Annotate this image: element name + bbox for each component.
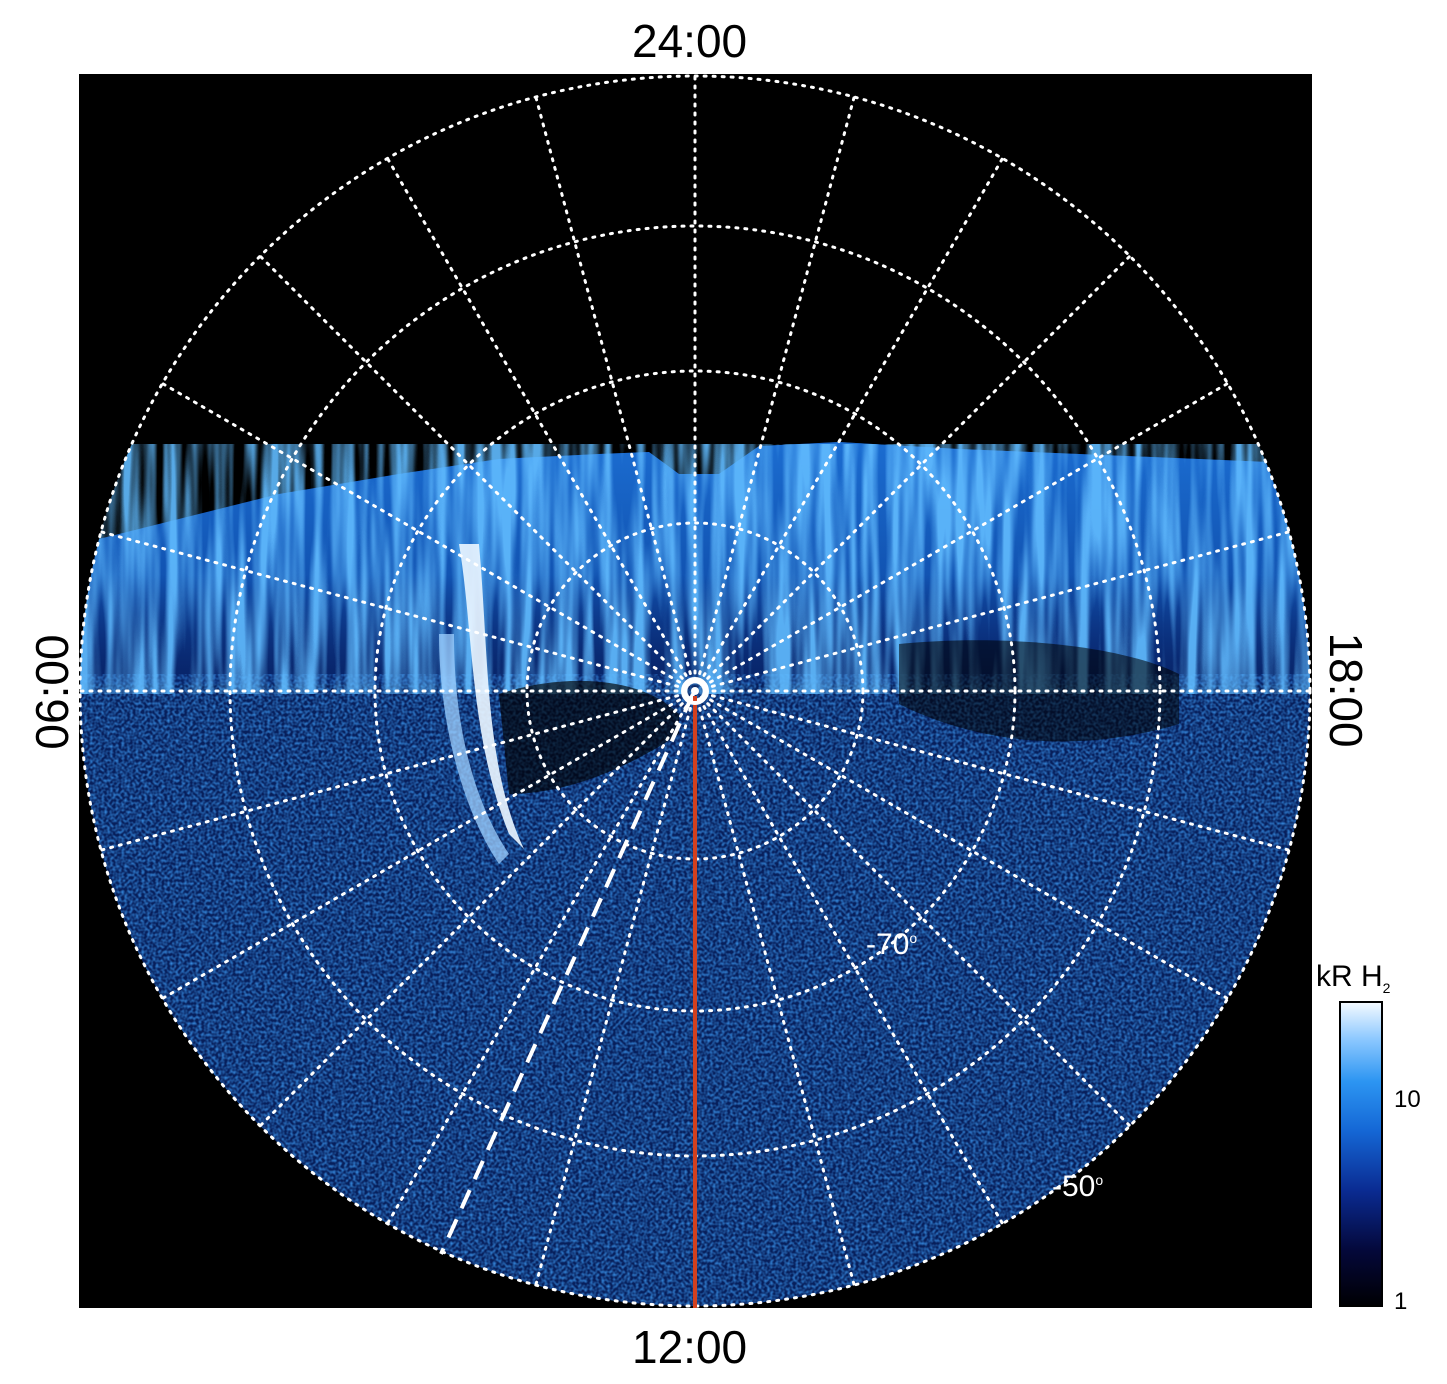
dashed-meridian-line (439, 693, 695, 1255)
meridian-line-16 (386, 156, 697, 693)
bright-arc (459, 544, 524, 849)
meridian-line-3 (693, 689, 1132, 1128)
latitude-50-value: -50 (1052, 1170, 1096, 1203)
latitude-70-label: -70o (866, 930, 917, 960)
latitude-circle-2 (373, 369, 1017, 1013)
meridian-line-1 (693, 689, 1291, 852)
pole-dot (691, 687, 699, 695)
meridian-line-23 (693, 530, 1291, 693)
meridian-line-10 (160, 689, 697, 1000)
latitude-70-value: -70 (866, 928, 910, 961)
meridian-line-15 (258, 254, 697, 693)
meridian-line-11 (99, 689, 697, 852)
meridian-line-17 (534, 95, 697, 693)
local-time-12-label: 12:00 (632, 1321, 748, 1373)
meridian-line-14 (160, 382, 697, 693)
meridian-line-4 (693, 689, 1004, 1226)
local-time-24-label: 24:00 (632, 15, 748, 67)
degree-sign: o (1095, 1172, 1104, 1188)
local-time-18-label: 18:00 (1320, 632, 1372, 748)
meridian-line-8 (386, 689, 697, 1226)
colorbar-title-text: kR H (1316, 960, 1383, 993)
colorbar-title-subscript: 2 (1382, 980, 1391, 996)
degree-sign: o (909, 930, 918, 946)
colorbar-tick-10: 10 (1394, 1086, 1421, 1113)
meridian-line-19 (693, 95, 856, 693)
meridian-line-21 (693, 254, 1132, 693)
colorbar-title: kR H2 (1316, 960, 1391, 996)
meridian-line-2 (693, 689, 1230, 1000)
colorbar (1339, 1001, 1383, 1307)
latitude-50-label: -50o (1052, 1172, 1103, 1202)
colorbar-tick-1: 1 (1394, 1288, 1408, 1315)
meridian-line-5 (693, 689, 856, 1287)
meridian-line-20 (693, 156, 1004, 693)
meridian-line-13 (99, 530, 697, 693)
bright-arc-glow (439, 634, 509, 864)
meridian-line-7 (534, 689, 697, 1287)
local-time-06-label: 06:00 (26, 634, 78, 750)
polar-plot-svg (79, 74, 1312, 1308)
auroral-polar-projection (79, 74, 1312, 1308)
meridian-line-9 (258, 689, 697, 1128)
pole-marker (681, 677, 709, 705)
meridian-line-22 (693, 382, 1230, 693)
